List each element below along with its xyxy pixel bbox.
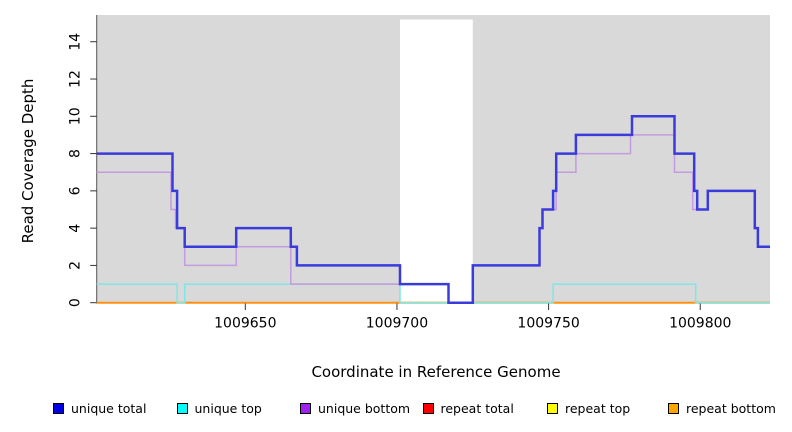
masked-region	[399, 19, 473, 304]
y-tick-label: 12	[68, 70, 84, 88]
legend-swatch-icon	[53, 402, 64, 414]
x-tick-label: 1009650	[214, 316, 276, 332]
y-tick-label: 8	[68, 149, 84, 158]
legend-item-unique-bottom: unique bottom	[300, 400, 410, 416]
x-tick-label: 1009700	[366, 316, 428, 332]
chart-legend: unique total unique top unique bottom repea…	[0, 400, 792, 420]
legend-swatch-icon	[547, 402, 558, 414]
y-axis-label: Read Coverage Depth	[19, 78, 37, 244]
series-unique-top	[96, 283, 770, 304]
x-tick-label: 1009750	[517, 316, 579, 332]
legend-swatch-icon	[668, 402, 679, 414]
legend-label: repeat total	[440, 400, 514, 416]
y-tick-label: 6	[68, 186, 84, 195]
legend-swatch-icon	[176, 402, 188, 414]
legend-item-unique-total: unique total	[53, 400, 146, 416]
legend-label: repeat bottom	[686, 400, 776, 416]
legend-swatch-icon	[300, 402, 311, 414]
x-tick-label: 1009800	[669, 316, 731, 332]
y-tick-label: 14	[68, 33, 84, 51]
y-tick-label: 0	[68, 298, 84, 307]
y-tick-label: 4	[68, 224, 84, 233]
y-tick-label: 10	[68, 107, 84, 125]
legend-item-repeat-total: repeat total	[422, 400, 514, 416]
legend-item-repeat-bottom: repeat bottom	[668, 400, 776, 416]
legend-label: unique bottom	[318, 400, 411, 416]
legend-item-repeat-top: repeat top	[547, 400, 630, 416]
y-tick-label: 2	[68, 261, 84, 270]
legend-item-unique-top: unique top	[176, 400, 262, 416]
legend-label: unique total	[71, 400, 147, 416]
legend-label: repeat top	[565, 400, 631, 416]
x-axis-label: Coordinate in Reference Genome	[311, 363, 561, 381]
legend-swatch-icon	[422, 402, 434, 414]
legend-label: unique top	[194, 400, 262, 416]
series-unique-total	[96, 115, 770, 304]
